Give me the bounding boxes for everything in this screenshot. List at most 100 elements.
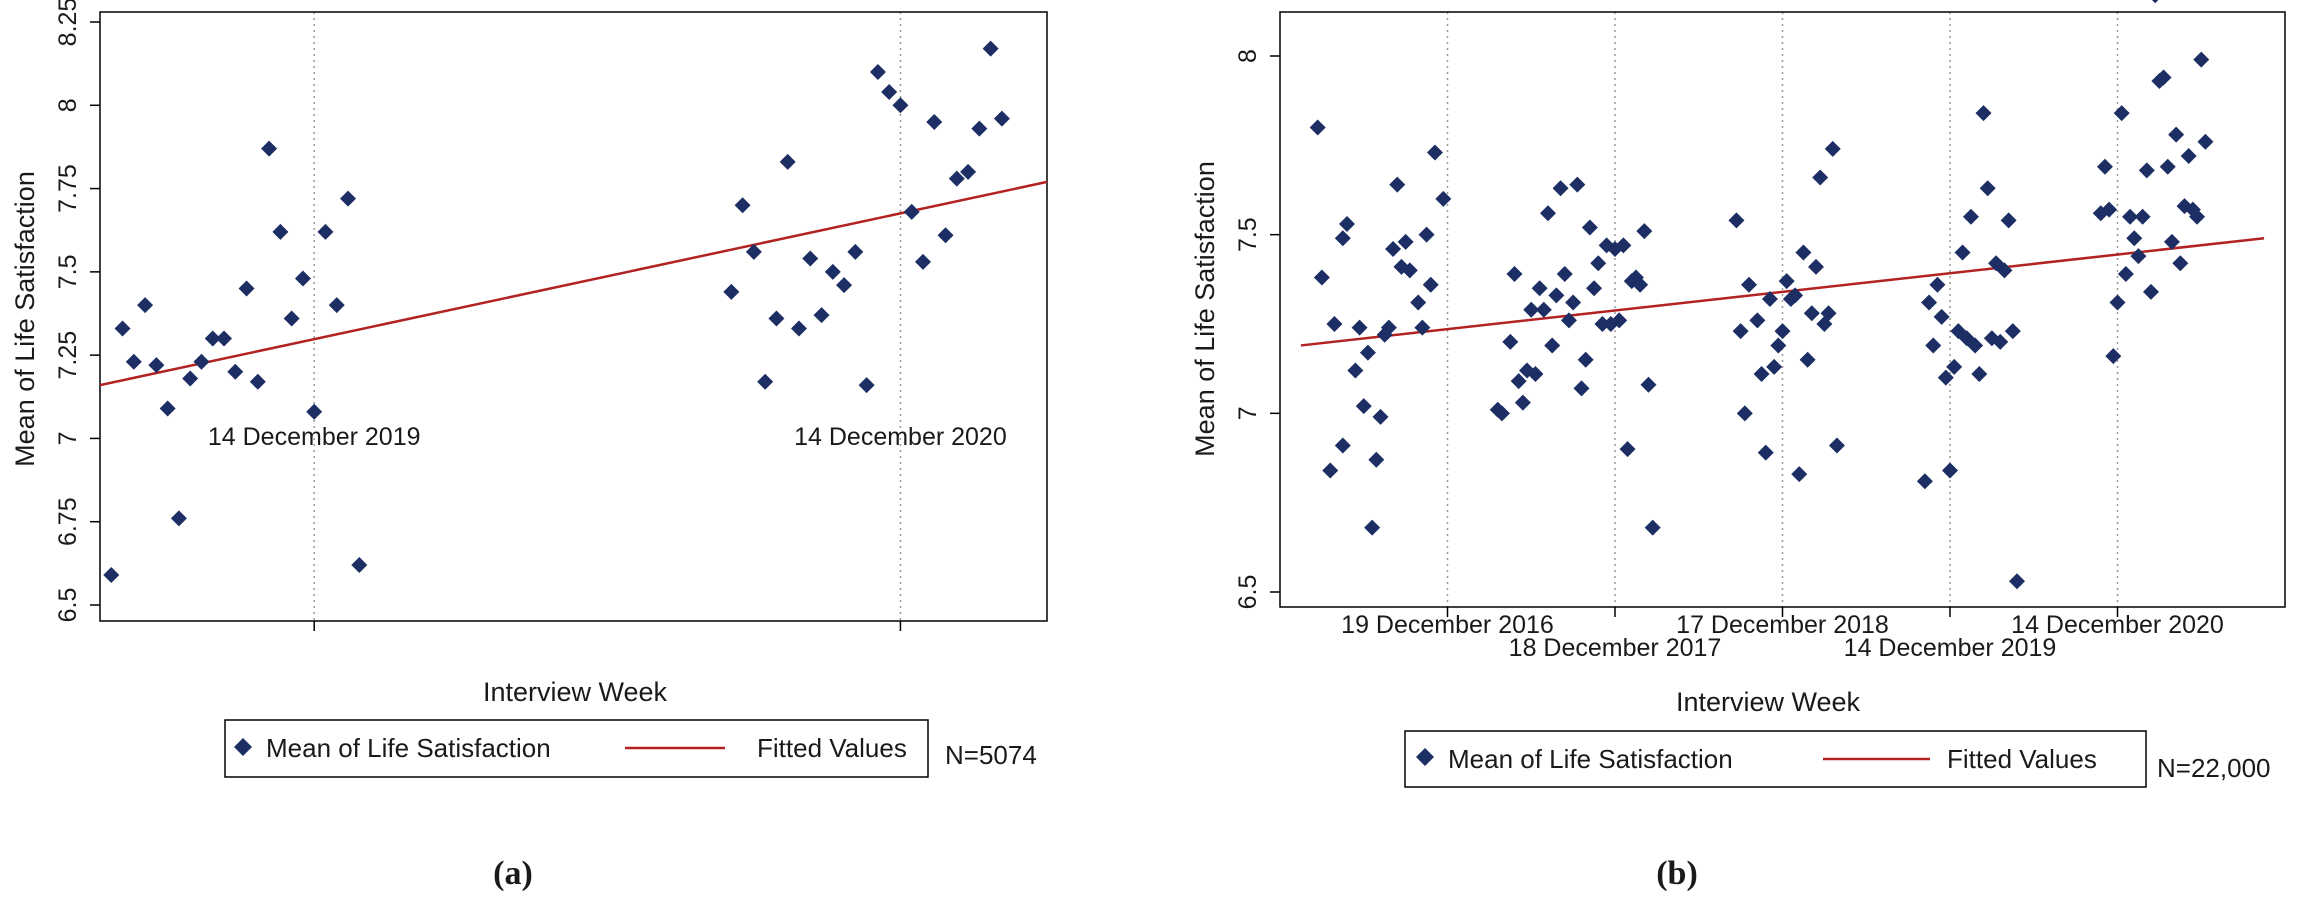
- panel-b-data-point: [1410, 294, 1427, 311]
- panel-a-data-point: [948, 170, 965, 187]
- panel-b-data-point: [1946, 358, 1963, 375]
- panel-b-data-point: [2126, 230, 2143, 247]
- panel-b-data-point: [1577, 351, 1594, 368]
- panel-a-data-point: [903, 203, 920, 220]
- panel-a-points: [103, 40, 1010, 584]
- panel-b-data-point: [2134, 208, 2151, 225]
- panel-a-data-point: [824, 263, 841, 280]
- panel-b-data-point: [1942, 462, 1958, 479]
- panel-b-data-point: [1502, 333, 1519, 350]
- panel-b-data-point: [1506, 265, 1523, 282]
- panel-b-legend-fit-label: Fitted Values: [1947, 744, 2097, 774]
- panel-b-data-point: [1334, 230, 1351, 247]
- panel-a-data-point: [802, 250, 819, 267]
- panel-b-data-point: [1820, 305, 1837, 322]
- panel-a-y-axis: 6.5 6.75 7 7.25 7.5 7.75 8 8.25: [54, 0, 100, 622]
- panel-a-data-point: [216, 330, 233, 347]
- panel-b-data-point: [1414, 319, 1431, 336]
- panel-b-data-point: [1732, 323, 1749, 340]
- panel-b-legend-marker-icon: [1416, 748, 1434, 766]
- panel-a-data-point: [734, 197, 751, 214]
- panel-b-data-point: [2101, 201, 2118, 218]
- panel-a-panel-label: (a): [493, 855, 533, 892]
- panel-a-data-point: [881, 83, 898, 100]
- panel-b-data-point: [2151, 0, 2159, 4]
- panel-b-data-point: [1527, 366, 1544, 383]
- panel-b-data-point: [1824, 140, 1841, 157]
- panel-b-data-point: [1569, 176, 1586, 193]
- panel-a-data-point: [306, 403, 323, 420]
- panel-b-x-tick-label: 14 December 2020: [2011, 611, 2224, 639]
- panel-a-chart: 6.5 6.75 7 7.25 7.5 7.75 8 8.25 14 December 201…: [10, 0, 1048, 892]
- panel-b-data-point: [1594, 316, 1611, 332]
- panel-b-data-point: [1535, 301, 1552, 318]
- panel-a-data-point: [757, 373, 774, 390]
- panel-b-data-point: [1828, 437, 1845, 454]
- panel-b-data-point: [2004, 323, 2021, 340]
- panel-a-x-axis: 14 December 2019 14 December 2020: [208, 423, 1007, 631]
- panel-b-data-point: [1397, 233, 1414, 250]
- panel-b-data-point: [1967, 337, 1984, 354]
- panel-b-data-point: [2117, 265, 2134, 282]
- panel-b-data-point: [1791, 466, 1808, 483]
- panel-a-data-point: [294, 270, 311, 287]
- panel-a-legend-box: [224, 719, 929, 778]
- panel-a-y-tick-label: 7.25: [54, 331, 82, 380]
- panel-b-data-point: [2109, 294, 2126, 311]
- panel-b-data-point: [1611, 312, 1628, 329]
- panel-b-data-point: [1347, 362, 1364, 379]
- panel-b-data-point: [1749, 312, 1766, 329]
- panel-a-n-label: N=5074: [945, 740, 1037, 770]
- panel-b-data-point: [1644, 519, 1661, 536]
- panel-b-data-point: [1640, 376, 1657, 393]
- panel-b-data-point: [1493, 405, 1510, 422]
- panel-b-data-point: [1560, 312, 1577, 329]
- panel-b-data-point: [1619, 441, 1636, 458]
- panel-a-data-point: [182, 370, 199, 387]
- panel-a-data-point: [170, 510, 187, 527]
- panel-b-data-point: [1766, 358, 1783, 375]
- panel-a-data-point: [982, 40, 999, 57]
- panel-a-x-tick-label: 14 December 2020: [794, 423, 1007, 451]
- panel-b-data-point: [1774, 323, 1791, 340]
- panel-b-data-point: [1322, 462, 1339, 479]
- panel-b-data-point: [1808, 258, 1824, 275]
- panel-b-data-point: [1795, 244, 1812, 261]
- panel-b-data-point: [1339, 215, 1355, 232]
- panel-a-y-tick-label: 8.25: [54, 0, 82, 46]
- panel-b-data-point: [2130, 248, 2147, 265]
- panel-b-data-point: [1565, 294, 1582, 311]
- panel-b-data-point: [1422, 276, 1439, 293]
- panel-a-x-tick-label: 14 December 2019: [208, 423, 421, 451]
- panel-a-data-point: [790, 320, 807, 337]
- panel-b-points: [1309, 0, 2214, 590]
- panel-b-data-point: [1573, 380, 1590, 397]
- panel-b-data-point: [1359, 344, 1376, 361]
- panel-b-data-point: [1929, 276, 1946, 293]
- panel-a-legend-fit-label: Fitted Values: [757, 733, 907, 763]
- panel-b-y-tick-label: 7.5: [1234, 217, 1262, 252]
- panel-b-data-point: [1962, 208, 1979, 225]
- panel-b-data-point: [1586, 280, 1603, 297]
- panel-b-data-point: [1313, 269, 1330, 286]
- panel-b-fit-line: [1300, 236, 2265, 347]
- panel-b-data-point: [1761, 290, 1778, 307]
- panel-b-data-point: [1975, 105, 1992, 122]
- panel-a-data-point: [869, 63, 886, 80]
- panel-b-data-point: [1514, 394, 1531, 411]
- panel-b-data-point: [2189, 208, 2206, 225]
- panel-a-data-point: [926, 113, 943, 130]
- panel-b-data-point: [2159, 158, 2176, 175]
- panel-a-data-point: [328, 297, 345, 314]
- panel-b-data-point: [1799, 351, 1816, 368]
- panel-b-x-tick-label: 17 December 2018: [1676, 611, 1889, 639]
- panel-b-data-point: [1435, 190, 1452, 207]
- panel-a-data-point: [937, 227, 954, 244]
- panel-b-data-point: [2197, 133, 2214, 150]
- panel-b-data-point: [1787, 287, 1804, 304]
- panel-b-x-tick-label: 19 December 2016: [1341, 611, 1554, 639]
- panel-b-data-point: [1916, 473, 1933, 490]
- panel-a-data-point: [351, 557, 368, 574]
